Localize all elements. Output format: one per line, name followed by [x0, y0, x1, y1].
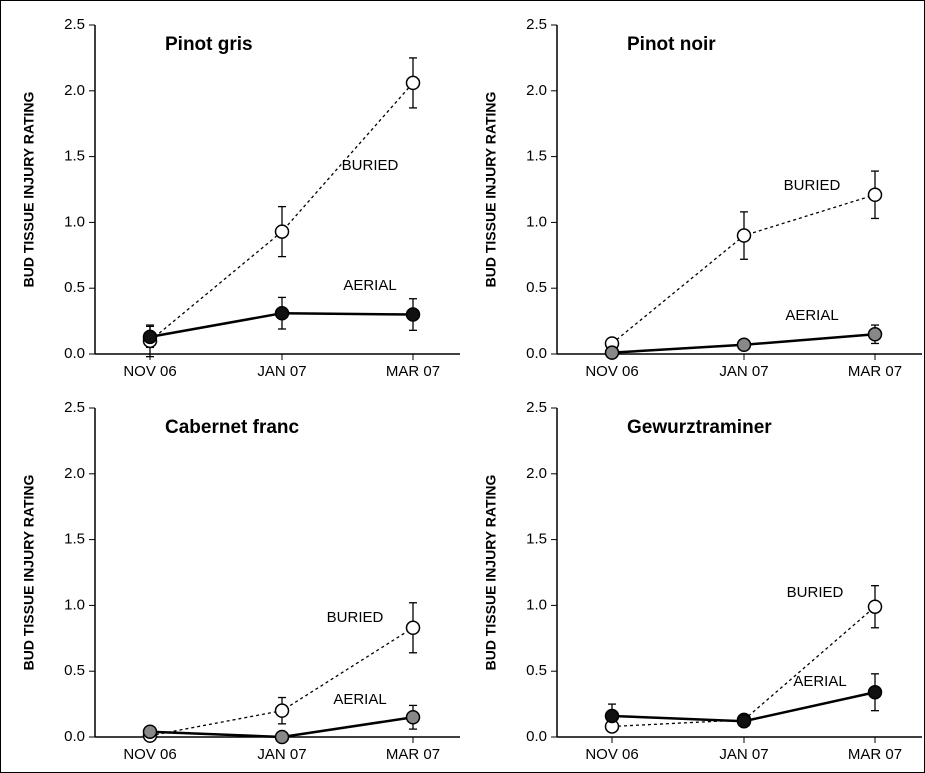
series-label: AERIAL: [793, 673, 846, 690]
chart-title: Gewurztraminer: [627, 417, 772, 438]
y-tick-label: 1.5: [64, 531, 85, 548]
x-tick-label: JAN 07: [719, 746, 768, 763]
y-tick-label: 1.0: [64, 596, 85, 613]
y-tick-label: 0.0: [64, 728, 85, 745]
marker: [736, 228, 752, 243]
x-tick-label: MAR 07: [386, 363, 440, 380]
y-axis-label: BUD TISSUE INJURY RATING: [21, 475, 37, 671]
series-label: BURIED: [784, 177, 841, 194]
marker: [405, 75, 421, 91]
y-tick-label: 1.0: [526, 213, 547, 230]
marker: [867, 187, 883, 203]
x-tick-label: JAN 07: [257, 363, 306, 380]
y-tick-label: 2.5: [526, 16, 547, 33]
y-tick-label: 0.5: [526, 279, 547, 296]
marker: [274, 224, 290, 239]
series-label: AERIAL: [785, 307, 838, 324]
x-tick-label: JAN 07: [719, 363, 768, 380]
chart-title: Cabernet franc: [165, 417, 300, 438]
marker: [867, 599, 883, 614]
marker: [142, 329, 158, 345]
series-line: [611, 606, 876, 728]
marker: [867, 685, 883, 700]
x-tick-label: MAR 07: [848, 363, 902, 380]
series-label: AERIAL: [343, 277, 396, 294]
y-axis-label: BUD TISSUE INJURY RATING: [21, 92, 37, 288]
y-axis-label: BUD TISSUE INJURY RATING: [483, 92, 499, 288]
series-label: AERIAL: [333, 691, 386, 708]
y-tick-label: 1.0: [64, 213, 85, 230]
y-tick-label: 1.5: [64, 148, 85, 165]
marker: [867, 327, 883, 342]
marker: [604, 708, 620, 724]
y-tick-label: 2.5: [64, 399, 85, 416]
x-tick-label: NOV 06: [585, 746, 638, 763]
y-tick-label: 2.0: [64, 465, 85, 482]
y-axis-label: BUD TISSUE INJURY RATING: [483, 475, 499, 671]
marker: [405, 307, 421, 322]
marker: [736, 337, 752, 353]
y-tick-label: 1.0: [526, 596, 547, 613]
marker: [274, 305, 290, 321]
x-tick-label: NOV 06: [585, 363, 638, 380]
series-label: BURIED: [787, 584, 844, 601]
y-tick-label: 2.5: [526, 399, 547, 416]
marker: [405, 710, 421, 725]
marker: [142, 724, 158, 739]
x-tick-label: NOV 06: [123, 746, 176, 763]
x-tick-label: JAN 07: [257, 746, 306, 763]
x-tick-label: MAR 07: [386, 746, 440, 763]
marker: [736, 713, 752, 729]
y-tick-label: 2.5: [64, 16, 85, 33]
x-tick-label: NOV 06: [123, 363, 176, 380]
series-label: BURIED: [342, 157, 399, 174]
chart-title: Pinot noir: [627, 34, 716, 55]
marker: [274, 729, 290, 745]
y-tick-label: 1.5: [526, 531, 547, 548]
x-tick-label: MAR 07: [848, 746, 902, 763]
y-tick-label: 2.0: [64, 82, 85, 99]
y-tick-label: 0.5: [526, 662, 547, 679]
y-tick-label: 2.0: [526, 465, 547, 482]
y-tick-label: 0.0: [526, 345, 547, 362]
series-label: BURIED: [327, 609, 384, 626]
marker: [274, 703, 290, 718]
marker: [405, 620, 421, 636]
y-tick-label: 1.5: [526, 148, 547, 165]
y-tick-label: 0.0: [526, 728, 547, 745]
y-tick-label: 2.0: [526, 82, 547, 99]
y-tick-label: 0.5: [64, 279, 85, 296]
marker: [604, 345, 620, 360]
chart-title: Pinot gris: [165, 34, 253, 55]
y-tick-label: 0.0: [64, 345, 85, 362]
y-tick-label: 0.5: [64, 662, 85, 679]
